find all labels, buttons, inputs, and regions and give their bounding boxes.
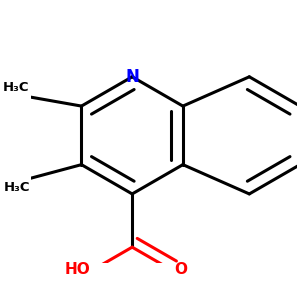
Text: H₃C: H₃C (2, 81, 29, 94)
Text: H₃C: H₃C (4, 181, 30, 194)
Text: HO: HO (64, 262, 90, 277)
Text: O: O (174, 262, 187, 277)
Text: N: N (125, 68, 139, 86)
